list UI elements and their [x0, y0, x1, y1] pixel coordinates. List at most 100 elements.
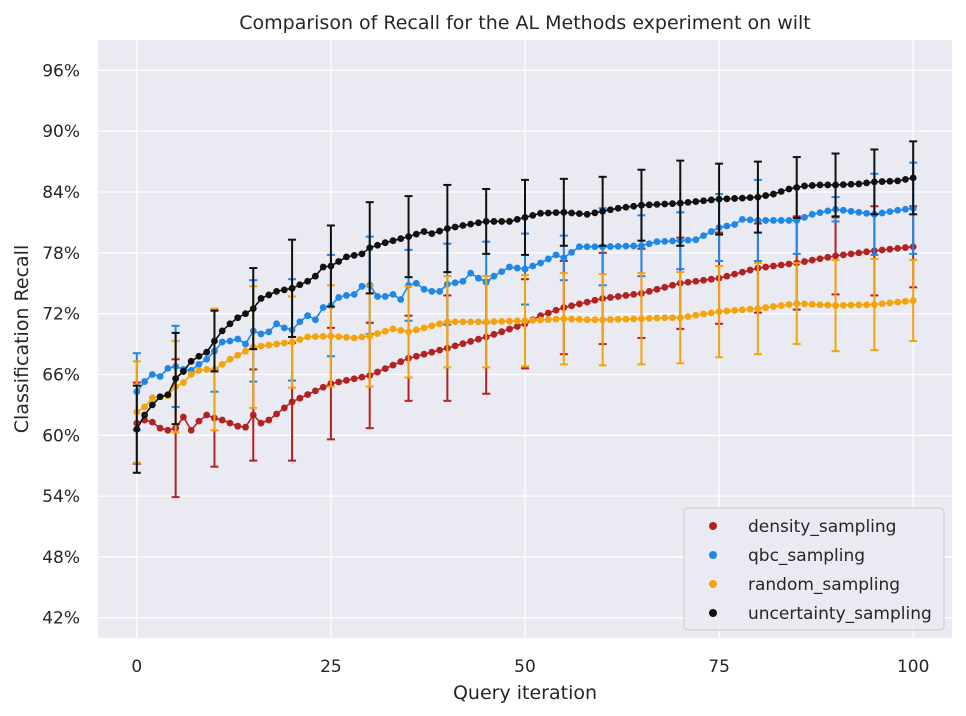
data-point	[257, 342, 265, 350]
x-tick-label: 50	[514, 657, 536, 677]
data-point	[669, 237, 676, 245]
data-point	[211, 337, 218, 345]
data-point	[273, 410, 280, 418]
data-point	[343, 376, 350, 384]
data-point	[412, 230, 420, 238]
data-point	[180, 368, 187, 375]
data-point	[265, 341, 273, 349]
data-point	[521, 213, 529, 221]
data-point	[374, 330, 381, 337]
data-point	[731, 270, 739, 278]
data-point	[459, 340, 467, 348]
data-point	[226, 419, 234, 427]
data-point	[723, 272, 731, 280]
data-point	[544, 309, 552, 317]
data-point	[180, 379, 187, 386]
data-point	[653, 285, 661, 293]
data-point	[537, 316, 544, 324]
data-point	[389, 325, 397, 333]
data-point	[661, 314, 669, 322]
data-point	[808, 256, 816, 264]
data-point	[560, 208, 568, 216]
data-point	[350, 291, 358, 298]
data-point	[801, 213, 808, 221]
data-point	[614, 315, 622, 323]
data-point	[816, 255, 824, 263]
data-point	[754, 305, 762, 312]
data-point	[591, 316, 599, 324]
data-point	[645, 240, 653, 248]
data-point	[886, 177, 894, 185]
data-point	[591, 209, 599, 217]
data-point	[575, 316, 583, 323]
data-point	[645, 287, 653, 295]
data-point	[568, 315, 575, 323]
data-point	[226, 355, 234, 363]
data-point	[242, 347, 249, 355]
data-point	[568, 209, 575, 217]
data-point	[824, 181, 832, 189]
data-point	[249, 411, 257, 419]
data-point	[816, 301, 824, 309]
data-point	[723, 222, 731, 230]
data-point	[738, 194, 746, 202]
data-point	[700, 310, 707, 318]
y-tick-label: 78%	[42, 244, 80, 264]
data-point	[808, 300, 816, 308]
y-tick-label: 96%	[42, 61, 80, 81]
legend: density_sampling qbc_sampling random_sampl…	[683, 507, 945, 631]
data-point	[847, 301, 855, 309]
data-point	[319, 383, 327, 391]
data-point	[552, 315, 560, 323]
data-point	[692, 311, 700, 319]
data-point	[855, 249, 863, 257]
data-point	[544, 255, 552, 263]
data-point	[746, 194, 754, 202]
data-point	[148, 418, 156, 426]
data-point	[894, 177, 902, 185]
data-point	[669, 281, 676, 289]
data-point	[506, 263, 513, 271]
data-point	[715, 195, 723, 203]
data-point	[148, 371, 156, 378]
data-point	[420, 228, 428, 235]
data-point	[529, 262, 537, 270]
data-point	[226, 337, 234, 345]
data-point	[203, 411, 211, 419]
data-point	[770, 190, 777, 198]
data-point	[801, 300, 808, 308]
data-point	[475, 318, 482, 326]
data-point	[731, 221, 739, 228]
data-point	[459, 277, 467, 285]
data-point	[607, 206, 614, 214]
data-point	[498, 218, 506, 225]
data-point	[754, 193, 762, 201]
data-point	[583, 316, 591, 324]
data-point	[909, 174, 917, 182]
data-point	[902, 175, 909, 183]
data-point	[614, 204, 622, 212]
data-point	[475, 219, 482, 227]
data-point	[785, 217, 793, 224]
data-point	[746, 266, 754, 274]
data-point	[381, 327, 389, 335]
data-point	[630, 242, 638, 250]
data-point	[878, 178, 886, 185]
data-point	[591, 296, 599, 304]
data-point	[405, 328, 412, 336]
data-point	[777, 302, 785, 309]
data-point	[164, 364, 172, 372]
data-point	[552, 251, 560, 259]
data-point	[203, 355, 211, 363]
legend-label: random_sampling	[748, 575, 900, 595]
legend-label: density_sampling	[748, 517, 896, 537]
data-point	[863, 179, 870, 187]
data-point	[777, 261, 785, 269]
data-point	[785, 185, 793, 193]
data-point	[513, 323, 521, 330]
data-point	[436, 227, 443, 235]
data-point	[141, 378, 148, 385]
data-point	[257, 419, 265, 427]
data-point	[638, 315, 645, 323]
